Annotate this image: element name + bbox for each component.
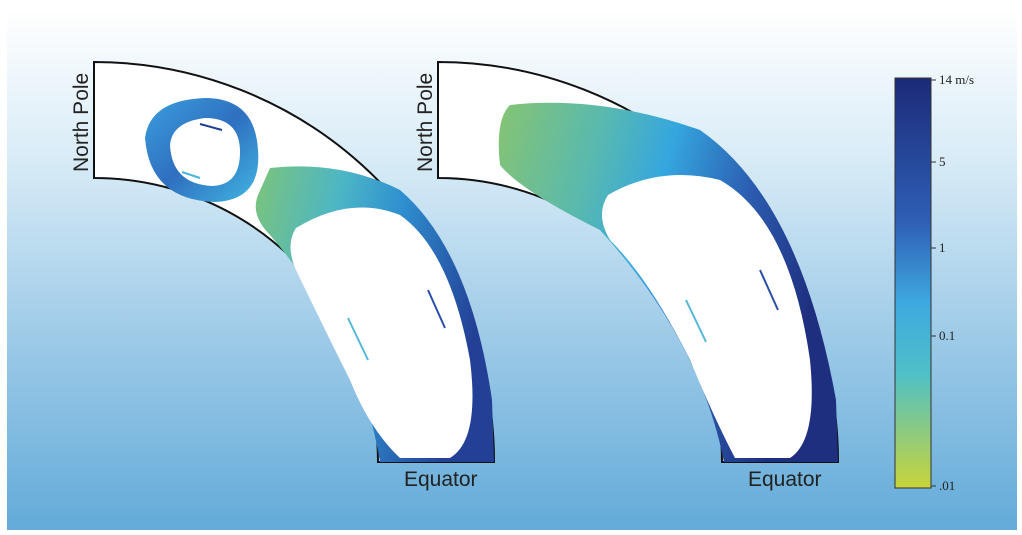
colorbar-tick-min: .01: [939, 478, 956, 493]
arrow-panel-left-4: [347, 317, 369, 361]
panel-left: [93, 60, 496, 463]
colorbar-tick-0.1: 0.1: [939, 328, 956, 343]
north-pole-label-right: North Pole: [414, 72, 437, 172]
equator-label-right: Equator: [748, 468, 822, 491]
north-pole-label-left: North Pole: [70, 72, 93, 172]
arrow-panel-left-2: [181, 171, 201, 179]
arrow-panel-right-1: [759, 269, 779, 311]
white-core-panel-left: [290, 207, 473, 458]
colorbar: [894, 77, 932, 489]
colorbar-tick-max: 14 m/s: [939, 72, 975, 87]
white-core-panel-right: [601, 175, 812, 458]
panel-right: [437, 60, 840, 463]
arrow-panel-left-1: [199, 123, 223, 131]
vortex-ring-panel-left: [145, 98, 259, 202]
arrow-panel-right-2: [685, 299, 707, 343]
arrow-panel-left-3: [427, 289, 446, 329]
equator-label-left: Equator: [404, 468, 478, 491]
colorbar-tick-5: 5: [939, 154, 946, 169]
colorbar-tick-1: 1: [939, 240, 946, 255]
